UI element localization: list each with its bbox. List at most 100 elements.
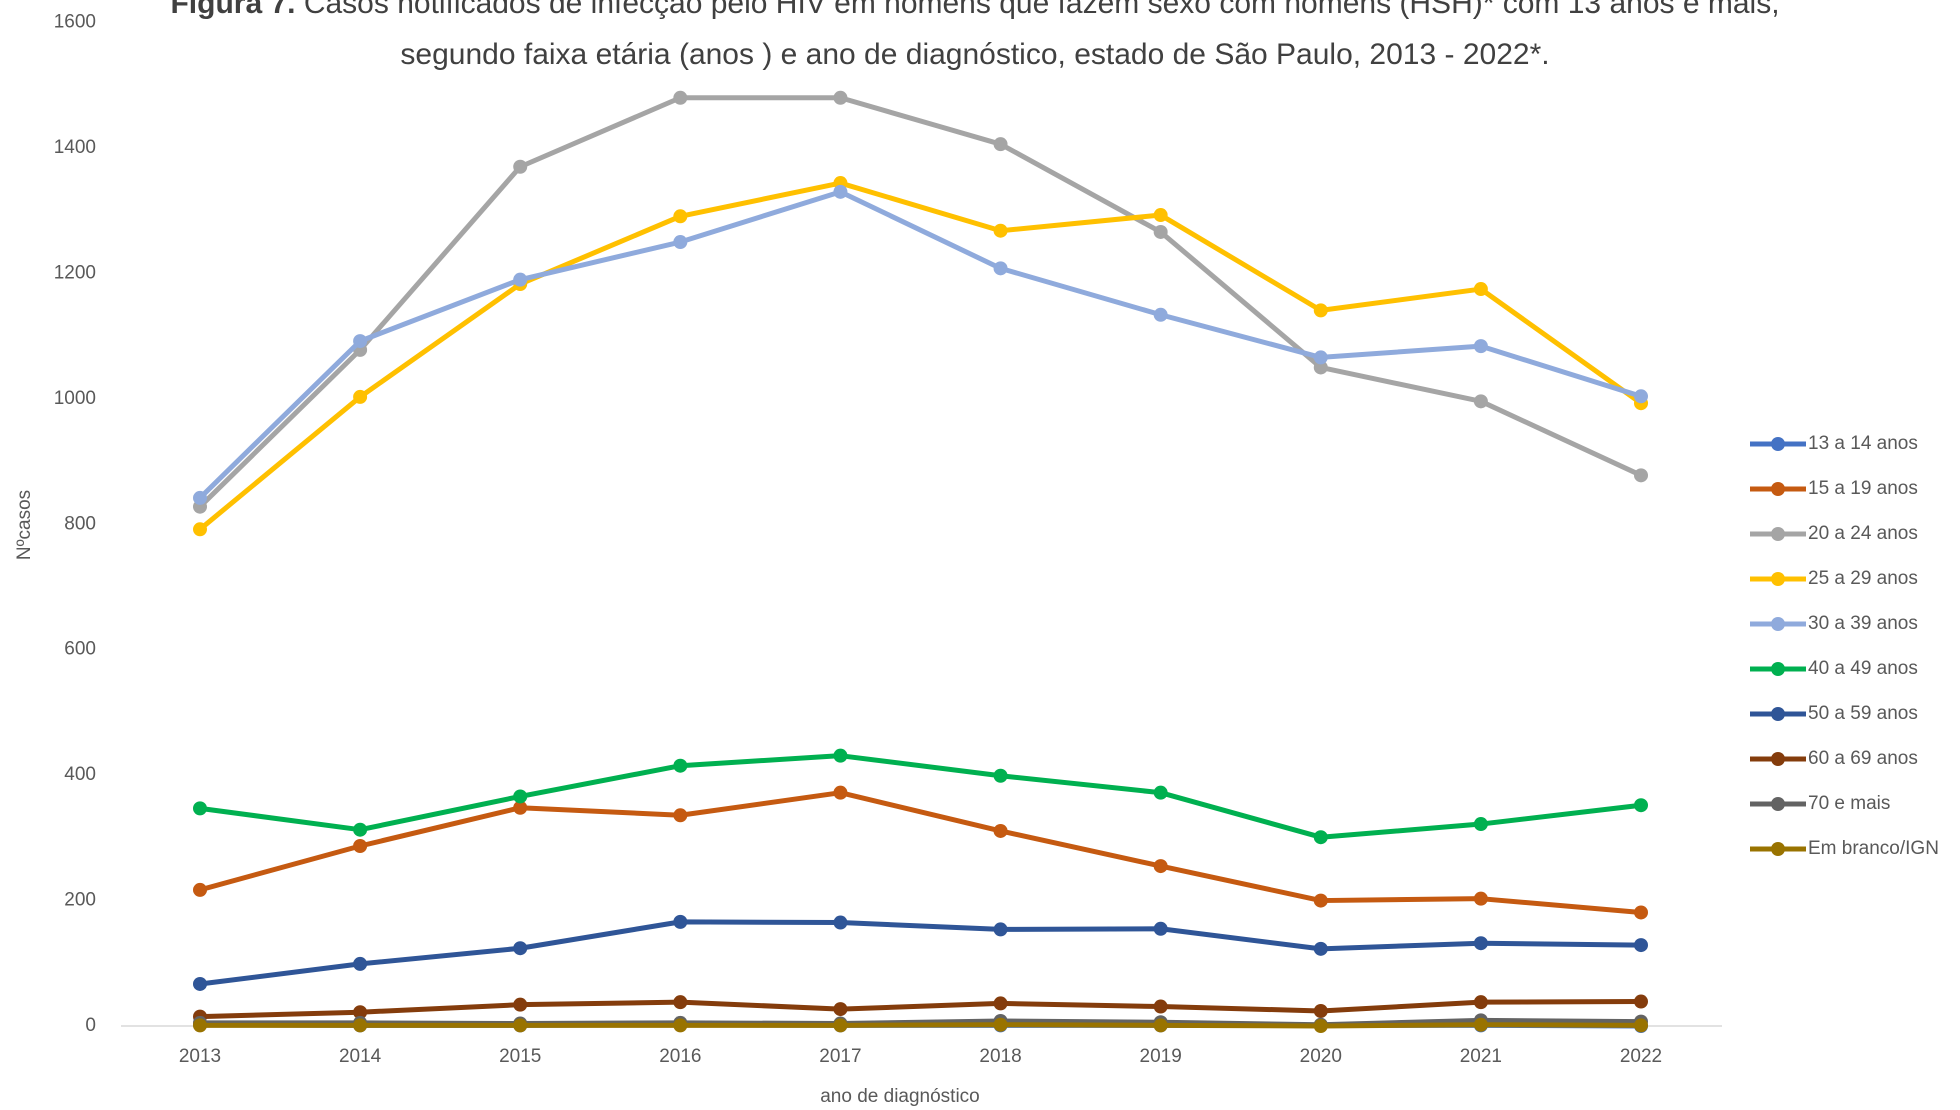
legend-label: 20 a 24 anos [1808, 523, 1918, 544]
series-marker [193, 490, 207, 505]
series-marker [673, 235, 688, 250]
series-marker [993, 261, 1008, 276]
series-line [198, 95, 1643, 509]
series-marker [673, 90, 688, 105]
series-marker [1153, 224, 1168, 239]
y-tick-label: 1600 [54, 12, 96, 33]
series-marker [673, 209, 688, 224]
series-line [199, 919, 1642, 987]
legend-marker [1771, 527, 1785, 541]
legend-label: 30 a 39 anos [1808, 613, 1918, 634]
x-tick-label: 2014 [339, 1046, 382, 1067]
series-marker [993, 922, 1008, 937]
x-tick-label: 2021 [1460, 1046, 1502, 1067]
series-marker [193, 522, 207, 537]
series-marker [1153, 999, 1168, 1014]
x-tick-label: 2022 [1620, 1046, 1662, 1067]
series-marker [1634, 389, 1648, 404]
series-marker [1473, 891, 1488, 906]
series-marker [833, 748, 848, 763]
series-marker [513, 800, 528, 815]
series-marker [513, 941, 528, 956]
series-line [199, 753, 1642, 840]
series-marker [1473, 995, 1488, 1010]
series-marker [1313, 941, 1328, 956]
series-marker [1473, 1017, 1488, 1032]
x-tick-label: 2013 [179, 1046, 221, 1067]
series-marker [1634, 905, 1648, 920]
series-marker [513, 159, 528, 174]
series-marker [993, 223, 1008, 238]
y-tick-label: 600 [64, 639, 96, 660]
series-marker [353, 956, 368, 971]
legend-marker [1771, 842, 1785, 856]
legend-label: 70 e mais [1808, 793, 1890, 814]
legend-marker [1771, 437, 1785, 451]
series-marker [673, 758, 688, 773]
legend-marker [1771, 797, 1785, 811]
series-marker [1313, 1003, 1328, 1018]
series-line [200, 1022, 1642, 1029]
y-tick-label: 0 [85, 1015, 96, 1036]
y-tick-label: 400 [64, 764, 96, 785]
series-marker [1153, 785, 1168, 800]
series-marker [1473, 936, 1488, 951]
series-marker [993, 768, 1008, 783]
series-marker [193, 801, 207, 816]
series-marker [1634, 1018, 1648, 1033]
series-marker [513, 272, 528, 287]
y-tick-label: 1200 [54, 262, 96, 283]
series-marker [193, 976, 207, 991]
series-marker [673, 1018, 688, 1033]
legend-marker [1771, 572, 1785, 586]
series-marker [193, 882, 207, 897]
legend-marker [1771, 752, 1785, 766]
series-marker [673, 808, 688, 823]
legend-label: 25 a 29 anos [1808, 568, 1918, 589]
legend-marker [1771, 662, 1785, 676]
series-marker [993, 823, 1008, 838]
series-line [198, 180, 1643, 532]
series-marker [993, 996, 1008, 1011]
series-marker [833, 184, 848, 199]
series-marker [1313, 1019, 1328, 1033]
series-marker [673, 995, 688, 1010]
x-tick-label: 2020 [1300, 1046, 1342, 1067]
series-marker [833, 90, 848, 105]
series-marker [1634, 994, 1648, 1009]
series-marker [353, 334, 368, 349]
series-marker [833, 915, 848, 930]
series-marker [833, 785, 848, 800]
series-marker [1473, 817, 1488, 832]
x-tick-label: 2015 [499, 1046, 541, 1067]
series-marker [513, 1018, 528, 1033]
series-line [199, 790, 1642, 915]
x-tick-label: 2019 [1140, 1046, 1182, 1067]
legend-label: Em branco/IGN [1808, 838, 1939, 859]
legend-marker [1771, 707, 1785, 721]
series-marker [1153, 307, 1168, 322]
series-marker [1153, 208, 1168, 223]
series-marker [1473, 394, 1488, 409]
series-marker [1153, 859, 1168, 874]
series-marker [1313, 360, 1328, 375]
y-tick-label: 200 [64, 890, 96, 911]
series-marker [1313, 893, 1328, 908]
legend-label: 60 a 69 anos [1808, 748, 1918, 769]
series-marker [673, 914, 688, 929]
series-marker [353, 838, 368, 853]
series-marker [353, 822, 368, 837]
series-marker [833, 1002, 848, 1017]
chart-title: Figura 7. Casos notificados de infecção … [150, 0, 1800, 80]
y-tick-label: 1400 [54, 137, 96, 158]
series-marker [1634, 798, 1648, 813]
series-marker [1473, 339, 1488, 354]
series-marker [993, 137, 1008, 152]
series-marker [833, 1018, 848, 1033]
series-marker [993, 1017, 1008, 1032]
title-label: Figura 7. [170, 0, 296, 20]
series-line [198, 189, 1642, 500]
series-marker [513, 789, 528, 804]
legend-marker [1771, 482, 1785, 496]
